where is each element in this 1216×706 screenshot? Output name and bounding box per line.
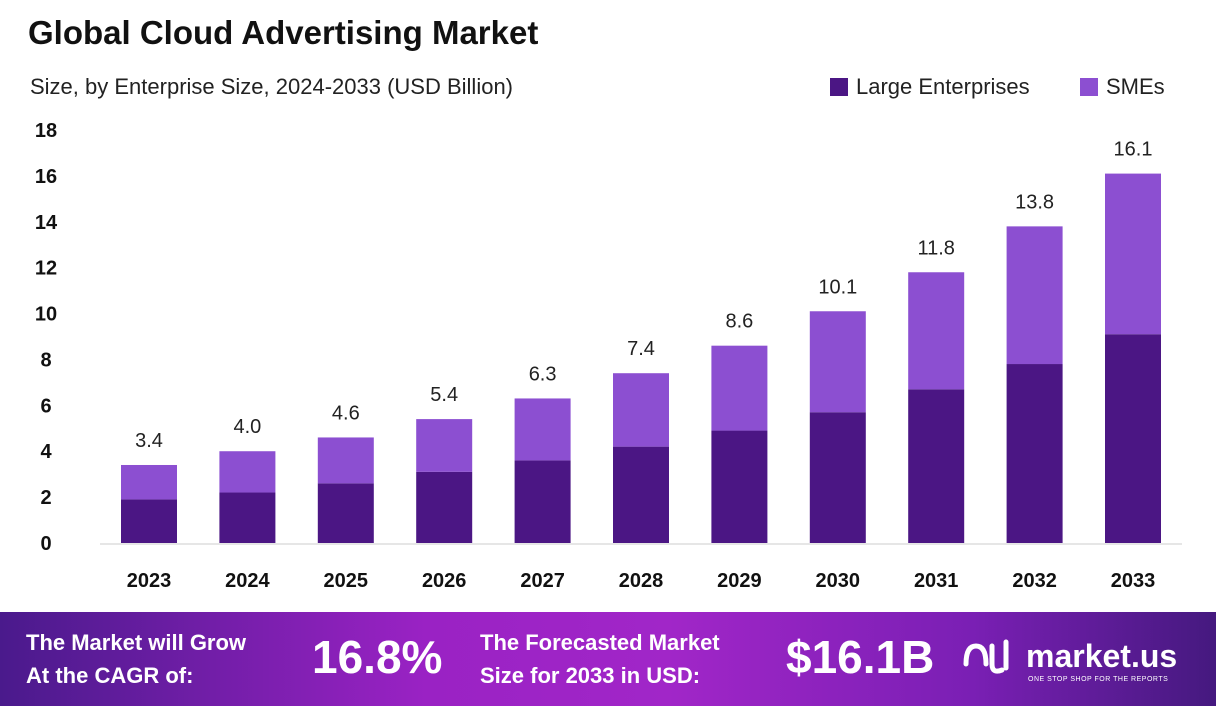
bar-smes (317, 437, 374, 484)
data-label-total: 13.8 (1015, 191, 1054, 213)
data-label-total: 10.1 (818, 276, 857, 298)
x-tick-label: 2023 (127, 570, 172, 592)
y-tick-label: 10 (35, 304, 57, 326)
x-tick-label: 2027 (520, 570, 565, 592)
logo: market.us (962, 634, 1177, 678)
footer-banner: The Market will Grow At the CAGR of: 16.… (0, 612, 1216, 706)
bar-smes (514, 398, 571, 461)
x-tick-label: 2032 (1012, 570, 1057, 592)
logo-tagline: ONE STOP SHOP FOR THE REPORTS (1028, 676, 1169, 683)
bar-smes (121, 464, 177, 500)
y-tick-label: 4 (40, 441, 52, 463)
legend-swatch (830, 78, 848, 96)
y-tick-label: 8 (40, 349, 51, 371)
data-label-total: 7.4 (627, 338, 655, 360)
data-label-total: 16.1 (1114, 139, 1153, 161)
chart-title: Global Cloud Advertising Market (28, 14, 539, 51)
y-tick-label: 2 (40, 487, 51, 509)
x-tick-label: 2028 (619, 570, 664, 592)
data-label-total: 6.3 (529, 363, 557, 385)
bar-large-enterprises (416, 471, 473, 543)
bar-large-enterprises (317, 483, 374, 543)
bar-large-enterprises (1006, 364, 1063, 543)
y-tick-label: 18 (35, 120, 57, 142)
data-label-total: 8.6 (725, 311, 753, 333)
cagr-label-line: At the CAGR of: (26, 663, 194, 688)
legend-large-enterprises: Large Enterprises (830, 74, 1030, 100)
x-tick-label: 2033 (1111, 570, 1156, 592)
x-tick-label: 2024 (225, 570, 270, 592)
y-tick-label: 12 (35, 258, 57, 280)
cagr-value: 16.8% (312, 631, 443, 683)
bar-smes (613, 373, 669, 447)
y-tick-label: 16 (35, 166, 57, 188)
x-tick-label: 2026 (422, 570, 467, 592)
bar-large-enterprises (219, 492, 276, 543)
bar-large-enterprises (613, 446, 669, 543)
bar-large-enterprises (711, 430, 768, 543)
y-tick-label: 6 (40, 395, 51, 417)
bar-smes (711, 345, 768, 431)
legend-label: Large Enterprises (856, 74, 1030, 99)
x-tick-label: 2031 (914, 570, 959, 592)
bar-smes (219, 451, 276, 493)
data-label-total: 4.0 (233, 416, 261, 438)
legend-smes: SMEs (1080, 74, 1165, 100)
bar-chart: 0 2 4 6 8 10 12 14 16 18 3.4 2023 4.0 2024 4.6 2025 5.4 2… (35, 120, 1182, 592)
y-tick-label: 14 (35, 212, 58, 234)
bar-smes (809, 311, 866, 413)
forecast-value: $16.1B (786, 631, 935, 683)
x-tick-label: 2030 (816, 570, 861, 592)
forecast-label: The Forecasted Market Size for 2033 in U… (480, 626, 720, 692)
bar-large-enterprises (514, 460, 571, 543)
forecast-label-line: The Forecasted Market (480, 630, 720, 655)
forecast-label-line: Size for 2033 in USD: (480, 663, 701, 688)
legend-label: SMEs (1106, 74, 1165, 99)
bar-large-enterprises (121, 499, 177, 543)
bar-large-enterprises (809, 412, 866, 543)
bar-smes (1006, 226, 1063, 365)
bar-large-enterprises (1105, 334, 1161, 543)
bar-large-enterprises (908, 389, 965, 543)
logo-text: market.us (1026, 637, 1178, 674)
chart-subtitle: Size, by Enterprise Size, 2024-2033 (USD… (30, 74, 514, 99)
data-label-total: 5.4 (430, 384, 458, 406)
bar-smes (1105, 173, 1161, 335)
cagr-label-line: The Market will Grow (26, 630, 247, 655)
data-label-total: 3.4 (135, 430, 163, 452)
y-tick-label: 0 (40, 533, 51, 555)
cagr-label: The Market will Grow At the CAGR of: (26, 626, 246, 692)
bar-smes (416, 419, 473, 472)
x-tick-label: 2029 (717, 570, 762, 592)
bar-smes (908, 272, 965, 390)
legend-swatch (1080, 78, 1098, 96)
data-label-total: 4.6 (332, 402, 360, 424)
logo-icon (963, 639, 1009, 674)
x-tick-label: 2025 (324, 570, 369, 592)
data-label-total: 11.8 (917, 237, 954, 259)
